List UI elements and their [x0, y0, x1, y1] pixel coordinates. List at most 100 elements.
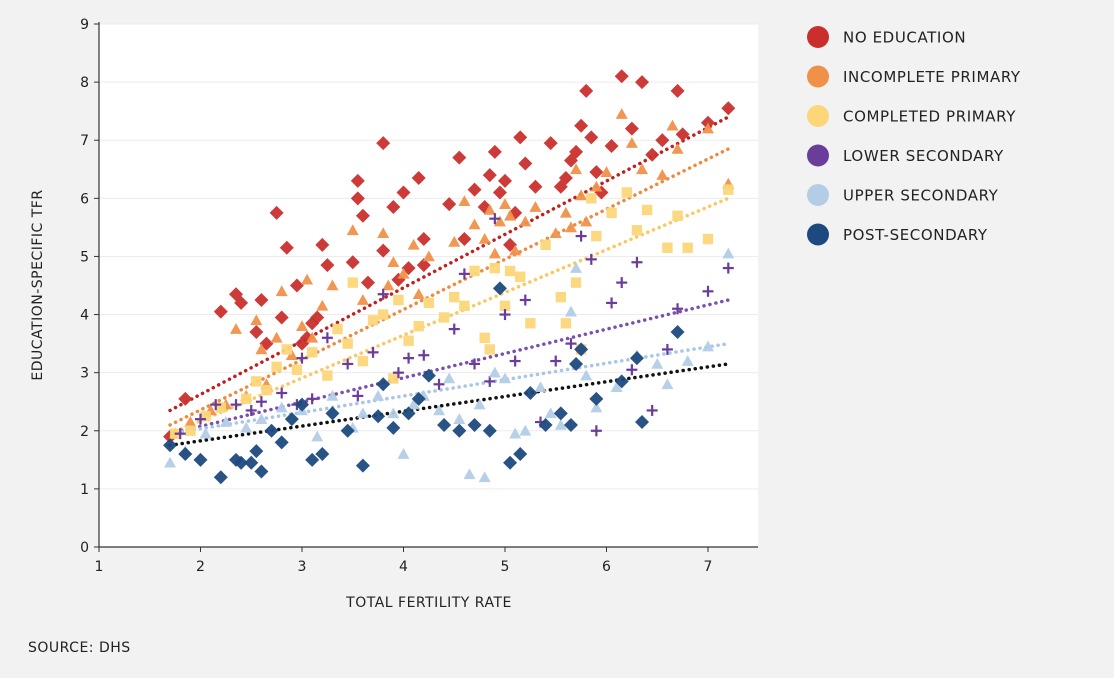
point-post-secondary	[386, 420, 401, 435]
legend-label: LOWER SECONDARY	[843, 147, 1004, 165]
point-upper-secondary	[275, 401, 288, 413]
point-incomplete-primary	[666, 119, 679, 131]
point-incomplete-primary	[356, 294, 369, 305]
point-completed-primary	[347, 277, 358, 288]
point-no-education	[543, 136, 558, 151]
trendline-no-education	[168, 115, 731, 413]
point-post-secondary	[538, 417, 553, 432]
legend-swatch	[807, 65, 829, 88]
point-no-education	[635, 75, 650, 90]
point-incomplete-primary	[600, 166, 613, 177]
point-post-secondary	[305, 452, 320, 467]
point-incomplete-primary	[499, 198, 511, 209]
point-upper-secondary	[722, 247, 735, 259]
point-no-education	[355, 208, 370, 223]
point-lower-secondary	[489, 213, 501, 225]
point-incomplete-primary	[483, 203, 496, 215]
point-incomplete-primary	[564, 221, 577, 233]
y-axis-title: EDUCATION-SPECIFIC TFR	[30, 189, 46, 380]
point-post-secondary	[614, 374, 629, 389]
point-post-secondary	[315, 447, 330, 462]
point-no-education	[467, 182, 482, 197]
point-no-education	[178, 391, 193, 406]
point-completed-primary	[504, 265, 516, 277]
point-post-secondary	[589, 391, 604, 406]
point-lower-secondary	[210, 399, 222, 411]
point-upper-secondary	[651, 357, 664, 369]
point-lower-secondary	[377, 288, 389, 300]
point-completed-primary	[367, 315, 379, 326]
point-post-secondary	[553, 406, 568, 421]
point-completed-primary	[479, 332, 490, 343]
point-upper-secondary	[387, 407, 400, 419]
series-upper-secondary	[164, 247, 735, 483]
point-upper-secondary	[164, 456, 177, 468]
point-incomplete-primary	[301, 273, 314, 285]
point-upper-secondary	[326, 389, 339, 401]
point-upper-secondary	[564, 305, 577, 317]
point-no-education	[345, 255, 360, 270]
point-incomplete-primary	[478, 233, 491, 244]
point-incomplete-primary	[184, 416, 197, 427]
point-upper-secondary	[478, 471, 491, 483]
point-incomplete-primary	[509, 244, 522, 256]
point-completed-primary	[393, 294, 404, 306]
point-completed-primary	[641, 204, 653, 216]
point-completed-primary	[332, 323, 343, 335]
point-post-secondary	[371, 409, 386, 424]
point-incomplete-primary	[580, 215, 593, 227]
point-lower-secondary	[255, 396, 267, 408]
point-completed-primary	[621, 187, 632, 198]
point-lower-secondary	[433, 378, 445, 390]
point-no-education	[569, 144, 584, 159]
point-completed-primary	[413, 320, 424, 332]
point-lower-secondary	[230, 399, 242, 411]
point-incomplete-primary	[250, 314, 263, 326]
point-completed-primary	[423, 297, 435, 309]
point-incomplete-primary	[275, 285, 288, 297]
point-no-education	[589, 165, 604, 180]
point-upper-secondary	[443, 372, 456, 384]
point-no-education	[498, 173, 512, 188]
x-tick-label: 3	[298, 559, 307, 575]
y-tick-label: 3	[80, 366, 89, 382]
legend-label: POST-SECONDARY	[843, 226, 988, 244]
point-upper-secondary	[499, 372, 511, 384]
point-completed-primary	[515, 271, 526, 282]
point-upper-secondary	[372, 389, 385, 401]
point-incomplete-primary	[549, 227, 562, 238]
point-completed-primary	[591, 230, 602, 242]
point-incomplete-primary	[377, 227, 390, 238]
point-completed-primary	[378, 309, 389, 320]
point-no-education	[213, 304, 228, 319]
data-points	[163, 69, 736, 485]
point-lower-secondary	[448, 323, 460, 335]
point-lower-secondary	[245, 404, 257, 416]
point-no-education	[670, 83, 685, 98]
point-upper-secondary	[240, 421, 253, 433]
point-completed-primary	[525, 318, 536, 329]
point-post-secondary	[213, 470, 228, 485]
point-lower-secondary	[631, 256, 643, 268]
point-post-secondary	[574, 342, 589, 357]
point-upper-secondary	[433, 404, 446, 416]
x-tick-label: 6	[602, 559, 611, 575]
point-completed-primary	[662, 242, 673, 253]
point-post-secondary	[355, 458, 370, 473]
point-incomplete-primary	[326, 279, 339, 291]
point-completed-primary	[306, 347, 318, 358]
point-incomplete-primary	[615, 108, 628, 119]
point-completed-primary	[403, 335, 414, 346]
point-upper-secondary	[544, 407, 557, 419]
point-completed-primary	[469, 265, 480, 277]
point-no-education	[452, 150, 467, 165]
point-no-education	[558, 170, 573, 185]
point-lower-secondary	[352, 390, 364, 402]
point-post-secondary	[452, 423, 467, 438]
point-completed-primary	[342, 338, 353, 349]
point-completed-primary	[261, 384, 272, 396]
point-incomplete-primary	[559, 206, 572, 218]
y-tick-label: 1	[80, 482, 89, 498]
